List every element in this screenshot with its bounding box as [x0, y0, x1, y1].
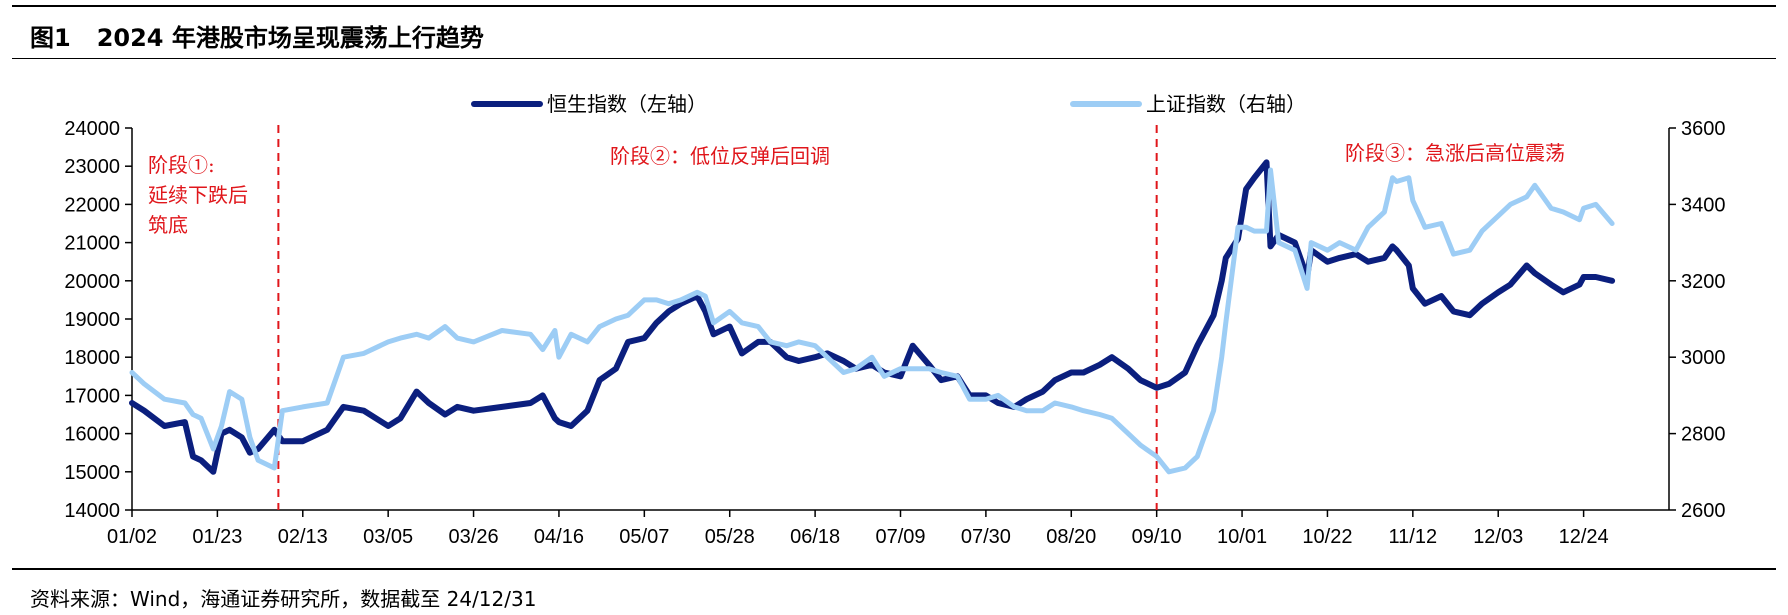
x-tick-label: 07/30	[961, 526, 1011, 548]
y-left-tick-label: 16000	[64, 424, 120, 446]
y-left-tick-label: 21000	[64, 233, 120, 255]
y-left-tick-label: 19000	[64, 309, 120, 331]
x-tick-label: 07/09	[875, 526, 925, 548]
annotation-line: 阶段①:	[148, 153, 215, 177]
x-tick-label: 04/16	[534, 526, 584, 548]
annotation-line: 阶段②：低位反弹后回调	[610, 144, 830, 168]
x-tick-label: 01/23	[192, 526, 242, 548]
x-tick-label: 01/02	[107, 526, 157, 548]
x-tick-label: 08/20	[1046, 526, 1096, 548]
x-tick-label: 12/24	[1559, 526, 1609, 548]
y-right-tick-label: 2600	[1681, 500, 1726, 522]
legend-label: 上证指数（右轴）	[1146, 92, 1306, 116]
series-line-hangseng	[129, 159, 1616, 475]
x-tick-label: 05/28	[705, 526, 755, 548]
y-left-tick-label: 17000	[64, 385, 120, 407]
legend-label: 恒生指数（左轴）	[547, 92, 707, 116]
figure-number: 图1	[30, 24, 71, 52]
figure-title: 图1 2024 年港股市场呈现震荡上行趋势	[30, 18, 484, 53]
y-right-tick-label: 2800	[1681, 424, 1726, 446]
top-rule	[12, 5, 1776, 7]
y-left-tick-label: 23000	[64, 156, 120, 178]
legend: 恒生指数（左轴） 上证指数（右轴）	[471, 92, 1306, 116]
series-line-shanghai	[129, 167, 1615, 475]
x-tick-label: 05/07	[619, 526, 669, 548]
annotation-line: 筑底	[148, 213, 188, 237]
y-left-tick-label: 14000	[64, 500, 120, 522]
y-left-tick-label: 18000	[64, 347, 120, 369]
x-tick-label: 12/03	[1473, 526, 1523, 548]
y-left-tick-label: 15000	[64, 462, 120, 484]
series-lines	[129, 159, 1616, 475]
x-tick-label: 09/10	[1132, 526, 1182, 548]
figure-title-text: 2024 年港股市场呈现震荡上行趋势	[96, 24, 484, 52]
y-left-tick-label: 22000	[64, 194, 120, 216]
line-chart: 14000 15000 16000 17000 18000 19000 20000 21000…	[64, 92, 1725, 548]
x-tick-label: 11/12	[1389, 526, 1438, 548]
y-left-tick-label: 24000	[64, 118, 120, 140]
x-tick-label: 06/18	[790, 526, 840, 548]
x-tick-label: 10/01	[1217, 526, 1267, 548]
annotation-line: 阶段③：急涨后高位震荡	[1345, 141, 1565, 165]
title-rule	[12, 58, 1776, 59]
y-right-tick-label: 3200	[1681, 271, 1726, 293]
y-right-tick-label: 3400	[1681, 194, 1726, 216]
x-tick-label: 02/13	[278, 526, 328, 548]
axes: 14000 15000 16000 17000 18000 19000 20000 21000…	[64, 118, 1725, 548]
y-left-tick-label: 20000	[64, 271, 120, 293]
source-note: 资料来源：Wind，海通证券研究所，数据截至 24/12/31	[30, 587, 537, 611]
y-right-tick-label: 3000	[1681, 347, 1726, 369]
annotation-line: 延续下跌后	[148, 183, 248, 207]
y-right-tick-label: 3600	[1681, 118, 1726, 140]
x-tick-label: 03/05	[363, 526, 413, 548]
x-tick-label: 03/26	[449, 526, 499, 548]
bottom-rule	[12, 568, 1776, 570]
x-tick-label: 10/22	[1302, 526, 1352, 548]
